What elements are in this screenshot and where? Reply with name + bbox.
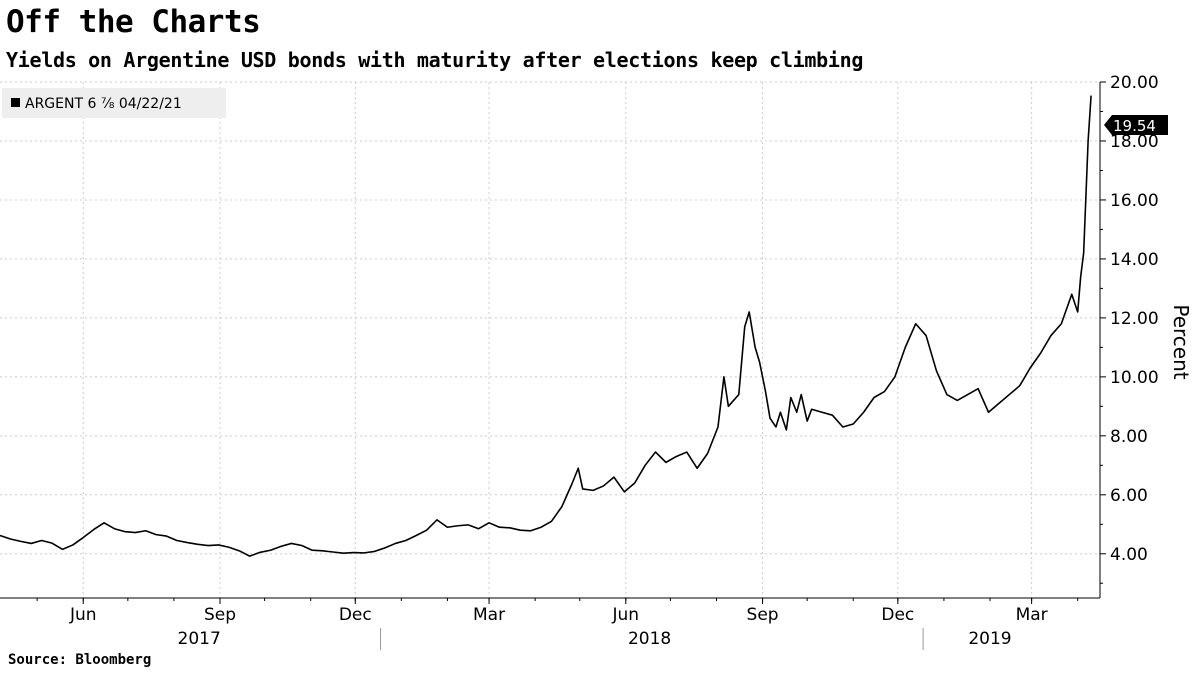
y-axis-label: Percent <box>1169 304 1193 379</box>
y-tick-label: 8.00 <box>1110 427 1148 447</box>
y-tick-label: 6.00 <box>1110 486 1148 506</box>
last-value-badge-bg <box>1104 115 1168 135</box>
y-tick-label: 12.00 <box>1110 309 1159 329</box>
y-tick-label: 14.00 <box>1110 250 1159 270</box>
gridlines <box>0 81 1100 598</box>
legend-background <box>2 88 226 118</box>
axes: 4.00 6.00 8.00 10.00 12.00 14.00 16.00 18.00 20.… <box>0 73 1159 650</box>
x-tick-label: Dec <box>881 605 914 625</box>
x-tick-label: Mar <box>1016 605 1048 625</box>
x-tick-label: Sep <box>747 605 779 625</box>
y-tick-label: 10.00 <box>1110 368 1159 388</box>
chart-title: Off the Charts <box>6 4 261 40</box>
y-tick-label: 16.00 <box>1110 191 1159 211</box>
legend-swatch <box>11 98 20 107</box>
year-label: 2017 <box>178 629 221 649</box>
x-tick-label: Jun <box>69 605 97 625</box>
x-tick-label: Mar <box>473 605 505 625</box>
series-layer <box>0 95 1092 557</box>
chart-subtitle: Yields on Argentine USD bonds with matur… <box>6 48 864 72</box>
y-tick-label: 20.00 <box>1110 73 1159 93</box>
series-line <box>0 95 1092 557</box>
x-tick-label: Jun <box>612 605 640 625</box>
y-tick-label: 4.00 <box>1110 545 1148 565</box>
last-value-badge: 19.54 <box>1104 115 1168 135</box>
year-label: 2018 <box>628 629 671 649</box>
legend: ARGENT 6 ⅞ 04/22/21 <box>2 88 226 118</box>
legend-label: ARGENT 6 ⅞ 04/22/21 <box>25 96 182 112</box>
y-tick-label: 18.00 <box>1110 132 1159 152</box>
year-label: 2019 <box>968 629 1011 649</box>
x-tick-label: Dec <box>339 605 372 625</box>
source-note: Source: Bloomberg <box>8 652 152 668</box>
last-value-label: 19.54 <box>1113 117 1156 135</box>
x-tick-label: Sep <box>204 605 236 625</box>
